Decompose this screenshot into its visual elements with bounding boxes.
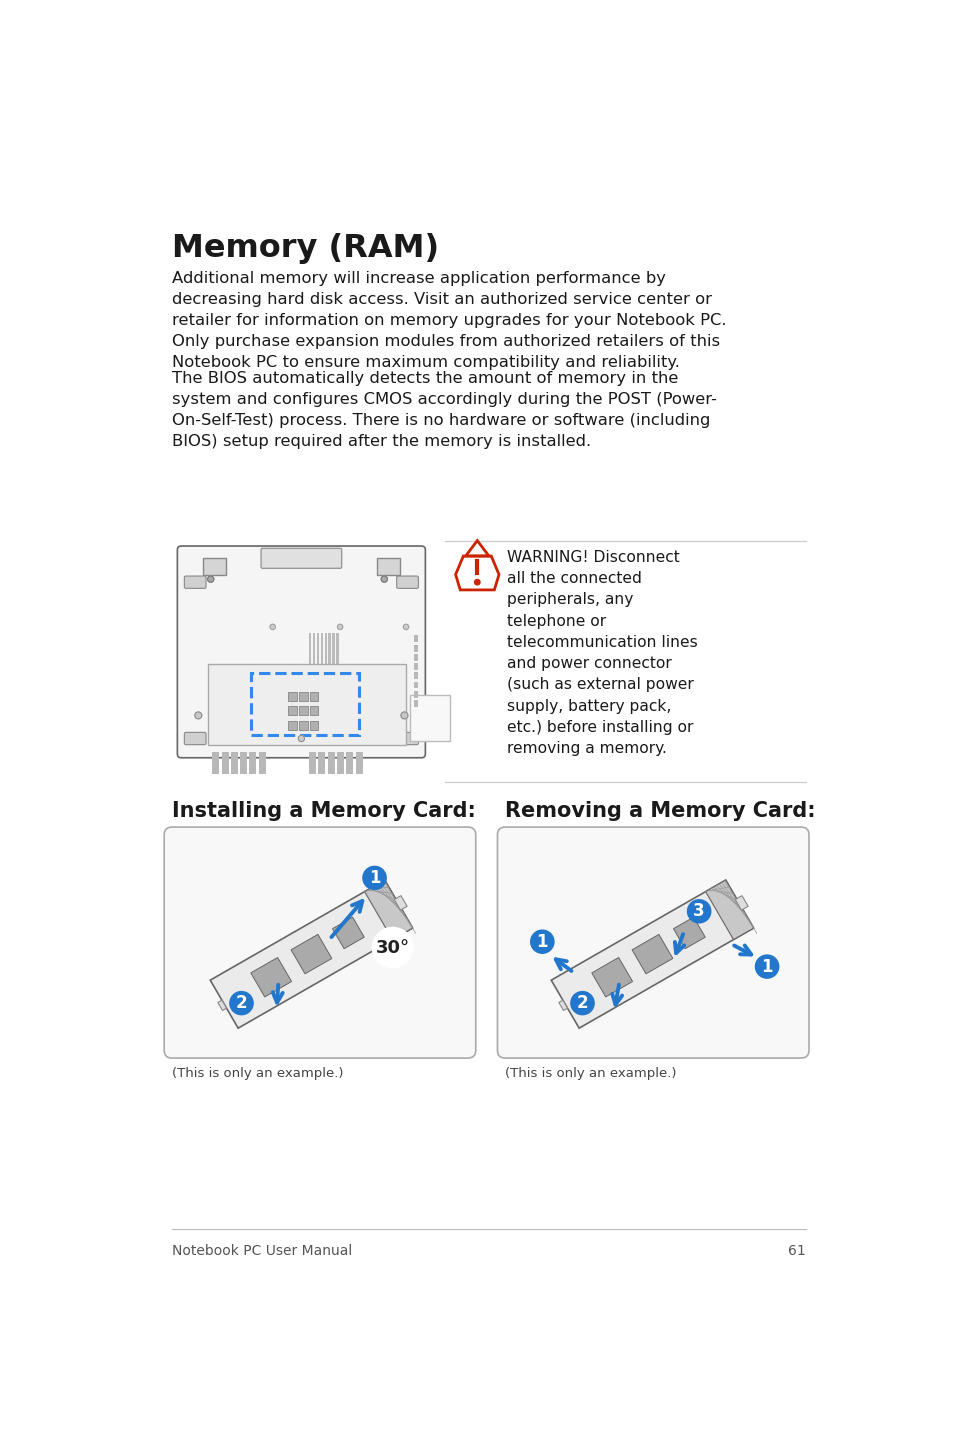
Bar [346, 752, 353, 774]
Circle shape [372, 928, 413, 968]
Polygon shape [217, 1001, 226, 1011]
Polygon shape [364, 880, 413, 939]
Text: Installing a Memory Card:: Installing a Memory Card: [172, 801, 476, 821]
Text: (This is only an example.): (This is only an example.) [505, 1067, 676, 1080]
Polygon shape [551, 880, 753, 1028]
Polygon shape [394, 896, 407, 910]
Polygon shape [251, 958, 292, 997]
Circle shape [337, 624, 342, 630]
Polygon shape [291, 935, 332, 974]
Text: WARNING! Disconnect
all the connected
peripherals, any
telephone or
telecommunic: WARNING! Disconnect all the connected pe… [506, 549, 697, 756]
Bar [240, 752, 247, 774]
Circle shape [362, 866, 386, 890]
Text: 61: 61 [787, 1244, 805, 1258]
Bar [310, 720, 318, 731]
Bar [221, 752, 229, 774]
Bar [414, 690, 418, 697]
Bar [310, 706, 318, 716]
Polygon shape [333, 917, 364, 949]
Circle shape [194, 712, 202, 719]
Circle shape [403, 624, 408, 630]
FancyBboxPatch shape [261, 548, 341, 568]
FancyBboxPatch shape [497, 827, 808, 1058]
Text: 2: 2 [576, 994, 588, 1012]
Bar [316, 633, 319, 666]
Bar [249, 752, 256, 774]
Bar [355, 752, 362, 774]
Bar [288, 692, 296, 700]
FancyBboxPatch shape [184, 732, 206, 745]
Text: 30°: 30° [375, 939, 409, 956]
Circle shape [530, 930, 554, 953]
FancyBboxPatch shape [396, 577, 418, 588]
Circle shape [755, 955, 778, 978]
Bar [414, 663, 418, 670]
Bar [318, 752, 325, 774]
FancyBboxPatch shape [164, 827, 476, 1058]
Bar [208, 664, 406, 745]
Polygon shape [591, 958, 632, 997]
Text: Memory (RAM): Memory (RAM) [172, 233, 438, 263]
Bar [324, 633, 327, 666]
Bar [313, 633, 315, 666]
Text: Additional memory will increase application performance by
decreasing hard disk : Additional memory will increase applicat… [172, 272, 725, 370]
Bar [309, 633, 311, 666]
Circle shape [230, 992, 253, 1015]
Polygon shape [632, 935, 672, 974]
Bar [414, 654, 418, 660]
Bar [376, 558, 399, 575]
Bar [231, 752, 237, 774]
FancyBboxPatch shape [184, 577, 206, 588]
Circle shape [687, 900, 710, 923]
Bar [414, 700, 418, 707]
Text: 3: 3 [693, 902, 704, 920]
Bar [414, 673, 418, 679]
Text: 1: 1 [369, 869, 380, 887]
Circle shape [570, 992, 594, 1015]
Circle shape [208, 577, 213, 582]
Text: Notebook PC User Manual: Notebook PC User Manual [172, 1244, 352, 1258]
Bar [212, 752, 219, 774]
Circle shape [298, 735, 304, 742]
Bar [309, 752, 315, 774]
Text: (This is only an example.): (This is only an example.) [172, 1067, 343, 1080]
Polygon shape [735, 896, 747, 910]
FancyBboxPatch shape [177, 546, 425, 758]
Circle shape [474, 580, 479, 585]
Bar [298, 720, 307, 731]
Circle shape [270, 624, 275, 630]
Text: 1: 1 [536, 933, 548, 951]
FancyBboxPatch shape [396, 732, 418, 745]
Bar [288, 720, 296, 731]
Bar [258, 752, 266, 774]
Circle shape [381, 577, 387, 582]
Bar [414, 644, 418, 651]
Bar [310, 692, 318, 700]
Polygon shape [673, 917, 704, 949]
Text: The BIOS automatically detects the amount of memory in the
system and configures: The BIOS automatically detects the amoun… [172, 371, 716, 449]
Bar [410, 695, 450, 741]
Bar [335, 633, 338, 666]
Bar [288, 706, 296, 716]
Text: Removing a Memory Card:: Removing a Memory Card: [505, 801, 815, 821]
Bar [414, 636, 418, 643]
Circle shape [400, 712, 408, 719]
Polygon shape [705, 880, 753, 939]
Bar [328, 633, 331, 666]
Bar [414, 682, 418, 689]
Bar [328, 752, 335, 774]
Text: 1: 1 [760, 958, 772, 975]
Polygon shape [558, 1001, 567, 1011]
Bar [203, 558, 226, 575]
Bar [320, 633, 323, 666]
Bar [251, 673, 359, 735]
Bar [336, 752, 344, 774]
Polygon shape [210, 880, 413, 1028]
Bar [332, 633, 335, 666]
Text: 2: 2 [235, 994, 247, 1012]
Bar [298, 692, 307, 700]
Bar [298, 706, 307, 716]
